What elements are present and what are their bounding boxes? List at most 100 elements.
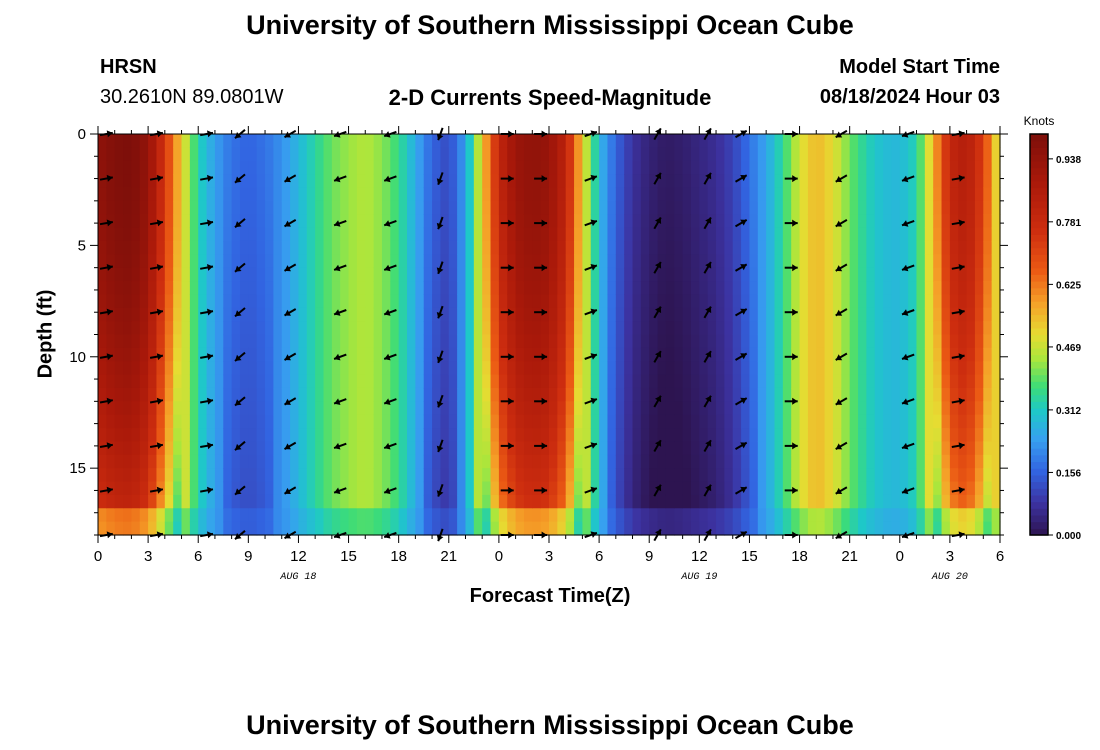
heat-cell — [849, 227, 859, 242]
heat-cell — [974, 361, 984, 376]
colorbar-cell — [1030, 234, 1048, 242]
heat-cell — [732, 321, 742, 336]
heat-cell — [899, 134, 909, 148]
heat-cell — [582, 147, 592, 162]
heat-cell — [841, 441, 851, 456]
heat-cell — [114, 307, 124, 322]
heat-cell — [189, 401, 199, 416]
heat-cell — [98, 361, 107, 376]
heat-cell — [782, 494, 792, 509]
heat-cell — [440, 494, 450, 509]
heat-cell — [807, 160, 817, 175]
heat-cell — [707, 227, 717, 242]
heat-cell — [924, 147, 934, 162]
heat-cell — [782, 508, 792, 523]
heat-cell — [498, 147, 508, 162]
heat-cell — [306, 401, 316, 416]
heat-cell — [632, 494, 642, 509]
heat-cell — [148, 414, 158, 429]
heat-cell — [507, 134, 517, 148]
heat-cell — [816, 508, 826, 523]
heat-cell — [164, 321, 174, 336]
heat-cell — [933, 401, 943, 416]
current-arrow-shaft — [653, 350, 662, 363]
heat-cell — [832, 214, 842, 229]
heat-cell — [824, 267, 834, 282]
heat-cell — [381, 254, 391, 269]
heat-cell — [331, 361, 341, 376]
heat-cell — [265, 307, 274, 322]
heat-cell — [231, 387, 241, 402]
footer-title: University of Southern Mississippi Ocean… — [246, 710, 854, 740]
heat-cell — [949, 441, 959, 456]
heat-cell — [156, 441, 166, 456]
heat-cell — [523, 454, 533, 469]
current-arrow-head — [106, 264, 113, 271]
heat-cell — [549, 321, 558, 336]
current-arrow-shaft — [653, 216, 662, 230]
heat-cell — [657, 374, 667, 389]
colorbar-cell — [1030, 214, 1048, 222]
heat-cell — [415, 468, 425, 483]
heat-cell — [874, 387, 884, 402]
heat-cell — [891, 441, 901, 456]
heat-cell — [849, 494, 859, 509]
heat-cell — [407, 428, 416, 443]
heat-cell — [599, 321, 609, 336]
heat-cell — [565, 240, 575, 255]
current-arrow-head — [106, 130, 113, 138]
heat-cell — [432, 174, 442, 189]
heat-cell — [515, 307, 525, 322]
current-arrow-head — [655, 128, 662, 135]
heat-cell — [966, 374, 976, 389]
heat-cell — [874, 401, 884, 416]
heat-cell — [858, 494, 867, 509]
heat-cell — [799, 187, 809, 202]
heat-cell — [916, 254, 926, 269]
heat-cell — [916, 267, 926, 282]
heat-cell — [323, 321, 333, 336]
heat-cell — [214, 240, 224, 255]
heat-cell — [381, 160, 391, 175]
heat-cell — [874, 227, 884, 242]
date-label: AUG 19 — [680, 572, 717, 583]
heat-cell — [164, 294, 174, 309]
heat-cell — [624, 334, 634, 349]
current-arrow-shaft — [99, 221, 113, 226]
heat-cell — [290, 347, 300, 362]
heat-cell — [716, 414, 725, 429]
heat-cell — [858, 454, 867, 469]
heat-cell — [632, 307, 642, 322]
heat-cell — [874, 494, 884, 509]
heat-cell — [749, 374, 759, 389]
heat-cell — [883, 134, 893, 148]
current-arrow-head — [508, 219, 514, 227]
heat-cell — [933, 160, 943, 175]
heat-cell — [949, 294, 959, 309]
heat-cell — [991, 134, 1001, 148]
heat-cell — [390, 214, 400, 229]
heat-cell — [632, 174, 642, 189]
heat-cell — [423, 481, 433, 496]
heat-cell — [640, 307, 650, 322]
heat-cell — [340, 147, 350, 162]
heat-cell — [741, 134, 751, 148]
heat-cell — [432, 347, 442, 362]
heat-cell — [908, 468, 918, 483]
heat-cell — [724, 521, 734, 536]
current-arrow-shaft — [333, 219, 347, 227]
heat-cell — [607, 227, 617, 242]
heat-cell — [799, 481, 809, 496]
heat-cell — [574, 401, 584, 416]
heat-cell — [766, 494, 776, 509]
heat-cell — [766, 334, 776, 349]
heat-cell — [223, 267, 233, 282]
heat-cell — [198, 428, 208, 443]
current-arrow-head — [902, 487, 909, 495]
heat-cell — [448, 200, 458, 215]
heat-cell — [724, 508, 734, 523]
heat-cell — [206, 160, 216, 175]
current-arrow-head — [835, 309, 843, 316]
heat-cell — [356, 240, 366, 255]
heat-cell — [549, 521, 558, 536]
